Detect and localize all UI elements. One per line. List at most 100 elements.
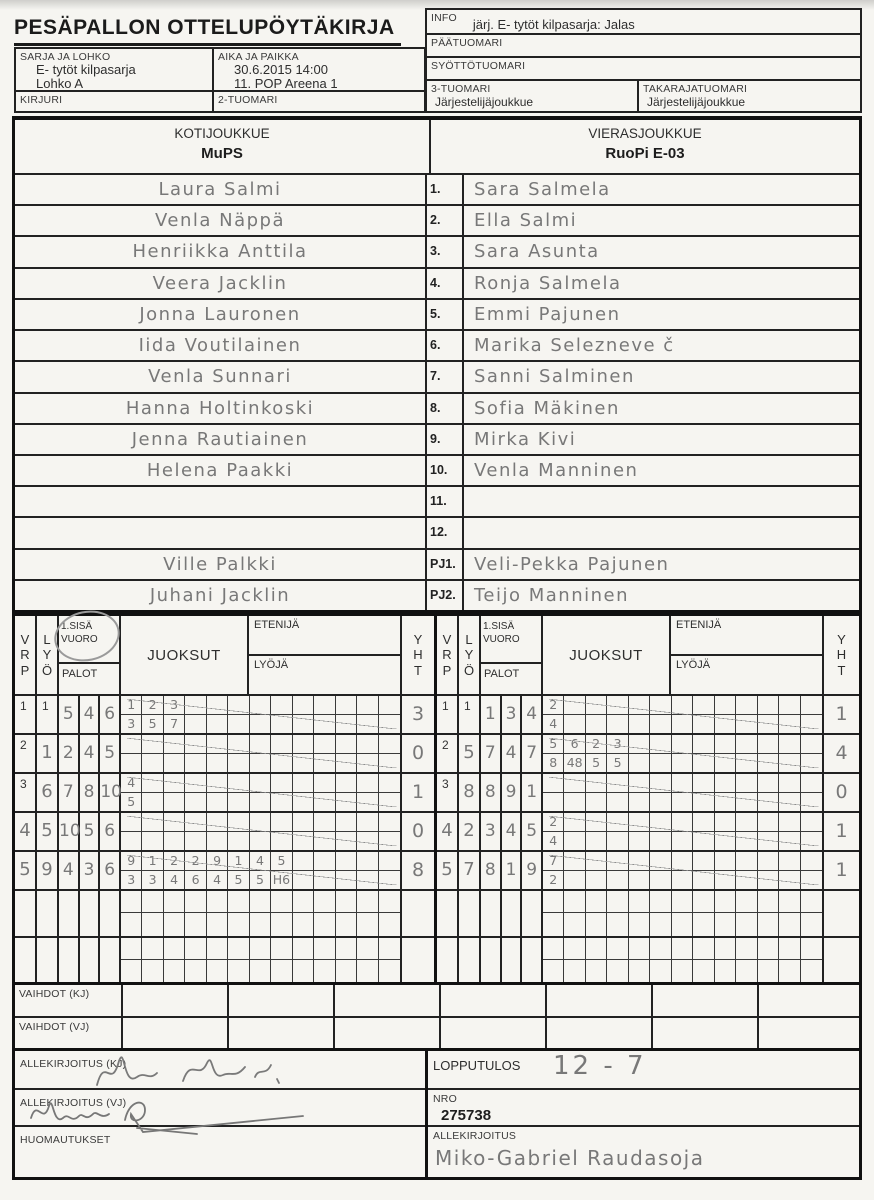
juoksut-cell: H6: [271, 871, 293, 890]
kirjuri-cell: KIRJURI: [16, 92, 214, 111]
palot-cell: 4: [59, 852, 80, 889]
juoksut-cell: [271, 715, 293, 734]
inning-number: [15, 937, 37, 982]
home-player-name: Iida Voutilainen: [15, 331, 427, 361]
etenija-header: ETENIJÄ: [671, 616, 822, 656]
roster-row: Jenna Rautiainen 9. Mirka Kivi: [15, 424, 859, 456]
home-team-label: KOTIJOUKKUE: [174, 126, 270, 141]
signature-vj-cell: ALLEKIRJOITUS (VJ): [15, 1090, 425, 1135]
juoksut-cell: [629, 754, 651, 773]
juoksut-cell: [336, 913, 358, 936]
juoksut-cell: [800, 696, 822, 716]
juoksut-cell: 9: [120, 852, 143, 872]
juoksut-cell: [185, 891, 207, 914]
juoksut-cell: [607, 871, 629, 890]
juoksut-cell: [357, 852, 379, 872]
juoksut-cell: [736, 871, 758, 890]
juoksut-cell: [314, 813, 336, 832]
juoksut-cell: [671, 696, 694, 716]
palot-cell: [80, 937, 101, 982]
palot-cell: [502, 891, 523, 936]
inning-number: 2: [15, 735, 37, 772]
juoksut-cell: 9: [206, 852, 229, 872]
juoksut-cell: [757, 774, 780, 793]
palot-cell: 4: [502, 735, 523, 772]
juoksut-cell: [378, 774, 400, 794]
juoksut-cell: [314, 871, 336, 890]
inning-number: 3: [437, 774, 459, 811]
score-row: 5 9 4 3 6 9 1 2 2 9 1 4 5 3 3 4 6 4 5 5 H6 8: [15, 852, 434, 891]
juoksut-cell: [607, 852, 629, 872]
juoksut-header: JUOKSUT: [543, 616, 671, 694]
away-scoring-half: V R P L Y Ö 1.SISÄ VUORO PALOT JUOKSUT E…: [437, 616, 859, 982]
roster-row-number: 5.: [427, 299, 464, 330]
juoksut-cell: [650, 852, 672, 872]
juoksut-cell: [693, 871, 715, 890]
juoksut-cell: [671, 813, 694, 833]
home-team-header: KOTIJOUKKUE MuPS: [15, 120, 431, 173]
takarajatuomari-value: Järjestelijäjoukkue: [647, 94, 746, 109]
juoksut-cell: [335, 937, 358, 960]
batter-number: [459, 891, 481, 936]
roster-row-number: 4.: [427, 268, 464, 298]
home-scoring-half: V R P L Y Ö 1.SISÄ VUORO PALOT JUOKSUT E…: [15, 616, 437, 982]
vaihdot-vj-row: VAIHDOT (VJ): [15, 1017, 859, 1048]
vrp-header: V R P: [15, 616, 37, 694]
roster-row: Veera Jacklin 4. Ronja Salmela: [15, 268, 859, 300]
roster-row: Hanna Holtinkoski 8. Sofia Mäkinen: [15, 393, 859, 425]
sarja-label: SARJA JA LOHKO: [20, 51, 111, 63]
palot-header: PALOT: [484, 668, 520, 680]
juoksut-cell: [185, 831, 207, 850]
juoksut-cell: [164, 753, 186, 772]
juoksut-cell: [672, 792, 694, 811]
roster-row-number: 7.: [427, 362, 464, 392]
juoksut-grid: 9 1 2 2 9 1 4 5 3 3 4 6 4 5 5 H6: [120, 852, 402, 890]
away-player-name: Marika Selezneve č: [474, 335, 675, 357]
juoksut-cell: 5: [142, 715, 164, 734]
juoksut-cell: [628, 891, 651, 914]
remarks-label: HUOMAUTUKSET: [20, 1134, 111, 1146]
juoksut-cell: [607, 813, 629, 833]
juoksut-cell: [121, 753, 143, 772]
vaihdot-kj-cells: [123, 985, 859, 1016]
sarja-line1: E- tytöt kilpasarja: [36, 62, 136, 77]
away-team-name: RuoPi E-03: [605, 145, 685, 162]
paatuomari-cell: PÄÄTUOMARI: [427, 35, 860, 58]
yht-total: 1: [835, 703, 848, 725]
juoksut-cell: [736, 735, 758, 755]
juoksut-cell: 5: [542, 735, 565, 755]
juoksut-cell: [207, 753, 229, 772]
juoksut-cell: 3: [607, 735, 629, 755]
palot-cell: 5: [59, 696, 80, 733]
juoksut-cell: [293, 715, 315, 734]
juoksut-cell: [185, 774, 207, 794]
tuomari3-value: Järjestelijäjoukkue: [435, 94, 534, 109]
palot-cell: 3: [80, 852, 101, 889]
juoksut-cell: [228, 774, 250, 794]
palot-cell: [100, 891, 121, 936]
juoksut-cell: [142, 793, 164, 812]
juoksut-cell: [779, 735, 801, 755]
juoksut-cell: 5: [271, 852, 293, 872]
juoksut-cell: [650, 871, 672, 890]
inning-number: [437, 937, 459, 982]
juoksut-cell: 2: [142, 696, 164, 716]
juoksut-cell: [650, 754, 672, 773]
juoksut-cell: 5: [228, 871, 250, 890]
away-player-name: Sofia Mäkinen: [474, 397, 620, 419]
juoksut-cell: [779, 937, 801, 960]
juoksut-cell: 2: [163, 852, 186, 872]
juoksut-cell: [293, 913, 315, 936]
roster-row: Jonna Lauronen 5. Emmi Pajunen: [15, 299, 859, 332]
juoksut-cell: 3: [121, 715, 143, 734]
inning-number: 3: [15, 774, 37, 811]
palot-cell: 8: [481, 852, 502, 889]
yht-total: 1: [835, 859, 848, 881]
juoksut-grid: [542, 891, 824, 936]
yht-total: 1: [411, 781, 425, 803]
juoksut-cell: [736, 959, 758, 982]
juoksut-header: JUOKSUT: [121, 616, 249, 694]
juoksut-cell: [671, 774, 694, 793]
